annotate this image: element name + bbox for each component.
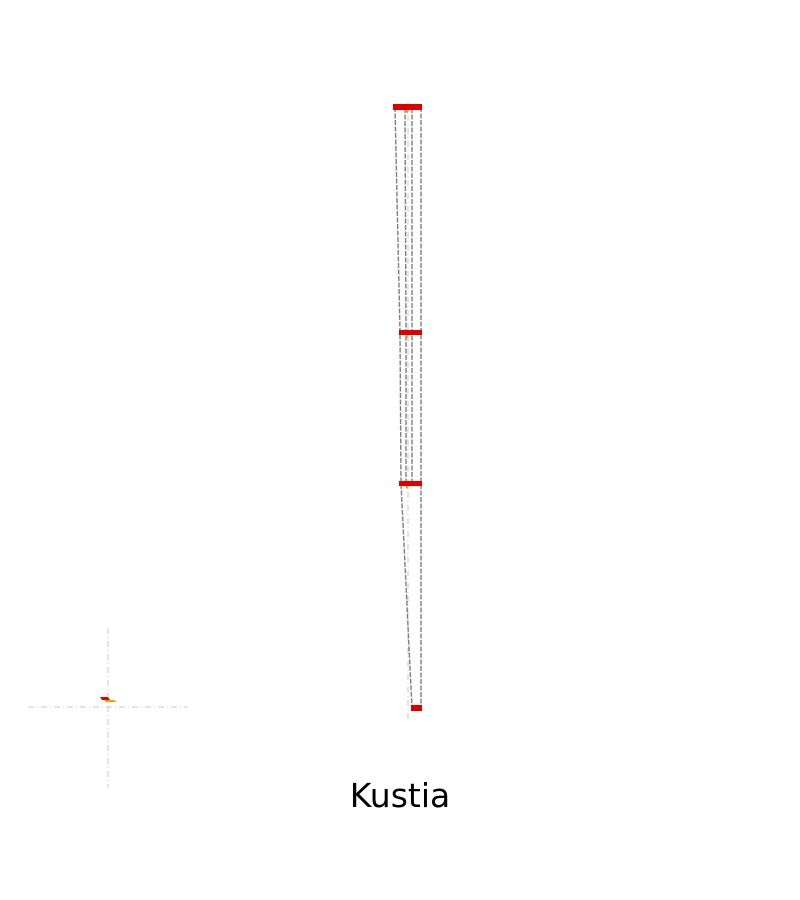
section-marker-top — [393, 104, 422, 110]
reference-marker-orange — [104, 700, 117, 702]
caption-label: Kustia — [349, 776, 451, 815]
tower-inner-left — [404, 107, 407, 483]
accent-tick-middle — [405, 486, 409, 489]
tower-left-edge — [394, 106, 413, 709]
accent-tick-upper — [405, 335, 409, 338]
accent-tick-top — [405, 110, 409, 114]
section-markers — [393, 104, 422, 711]
section-marker-middle — [399, 481, 422, 486]
section-marker-base — [411, 705, 422, 711]
reference-axis — [28, 628, 188, 788]
reference-marker-red — [100, 697, 110, 700]
section-marker-upper — [399, 330, 422, 335]
